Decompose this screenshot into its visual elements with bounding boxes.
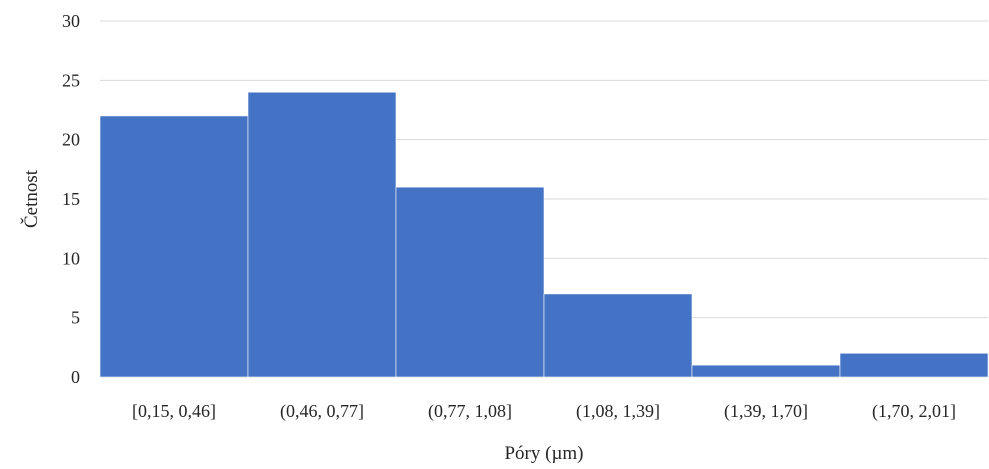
x-tick-labels: [0,15, 0,46] (0,46, 0,77] (0,77, 1,08] (1,0… [132, 401, 956, 422]
x-tick-label: (0,77, 1,08] [428, 401, 512, 422]
y-tick-label: 5 [71, 308, 80, 328]
x-axis-title: Póry (µm) [504, 443, 583, 464]
bar [99, 115, 249, 378]
y-axis-title: Četnost [20, 169, 42, 228]
x-tick-label: [0,15, 0,46] [132, 401, 216, 421]
y-tick-label: 0 [71, 367, 80, 387]
x-tick-label: (1,39, 1,70] [724, 401, 808, 422]
y-tick-label: 30 [62, 11, 80, 31]
y-tick-label: 15 [62, 189, 80, 209]
x-tick-label: (1,08, 1,39] [576, 401, 660, 422]
x-tick-label: (0,46, 0,77] [280, 401, 364, 422]
y-tick-label: 10 [62, 248, 80, 268]
x-tick-label: (1,70, 2,01] [872, 401, 956, 422]
y-tick-label: 25 [62, 70, 80, 90]
bar [543, 293, 693, 378]
bar [395, 186, 545, 378]
bar [839, 352, 989, 378]
bars [99, 91, 989, 378]
bar [691, 364, 841, 378]
y-tick-label: 20 [62, 130, 80, 150]
y-tick-labels: 0 5 10 15 20 25 30 [62, 11, 80, 387]
bar [247, 91, 397, 378]
